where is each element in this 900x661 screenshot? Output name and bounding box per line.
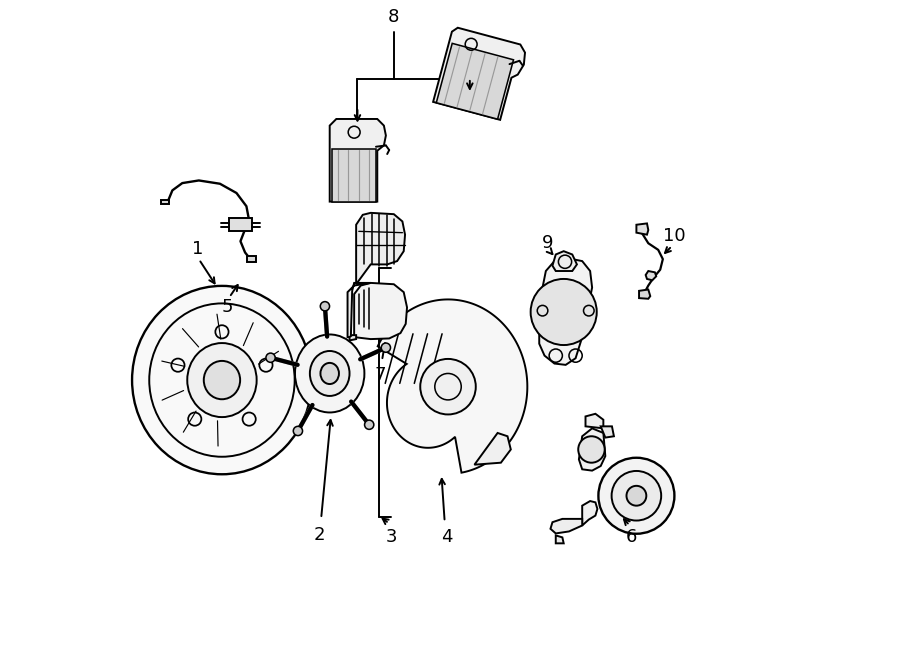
Polygon shape — [579, 428, 606, 471]
Circle shape — [420, 359, 476, 414]
Circle shape — [266, 353, 275, 362]
Polygon shape — [551, 519, 582, 533]
Text: 6: 6 — [626, 527, 637, 546]
Polygon shape — [347, 283, 371, 337]
Text: 5: 5 — [221, 298, 233, 317]
Polygon shape — [248, 256, 256, 262]
Polygon shape — [329, 119, 386, 202]
Circle shape — [320, 301, 329, 311]
Polygon shape — [582, 501, 598, 525]
Text: 1: 1 — [192, 239, 203, 258]
Polygon shape — [378, 299, 527, 473]
Ellipse shape — [612, 471, 662, 521]
Polygon shape — [553, 251, 577, 271]
Circle shape — [293, 426, 302, 436]
Ellipse shape — [598, 457, 674, 534]
Circle shape — [578, 436, 605, 463]
Text: 4: 4 — [441, 527, 453, 546]
Polygon shape — [556, 535, 563, 543]
Ellipse shape — [626, 486, 646, 506]
Text: 8: 8 — [388, 7, 400, 26]
Polygon shape — [436, 44, 514, 119]
Text: 9: 9 — [542, 234, 554, 253]
Ellipse shape — [310, 351, 349, 396]
Ellipse shape — [295, 334, 364, 412]
Polygon shape — [433, 28, 525, 120]
Polygon shape — [586, 414, 603, 428]
Polygon shape — [355, 283, 407, 339]
Polygon shape — [356, 213, 405, 284]
Text: 10: 10 — [663, 227, 686, 245]
Text: 3: 3 — [386, 527, 398, 546]
Ellipse shape — [203, 361, 240, 399]
Ellipse shape — [320, 363, 339, 384]
Ellipse shape — [187, 343, 256, 417]
Polygon shape — [229, 218, 252, 231]
Polygon shape — [600, 426, 614, 438]
Polygon shape — [349, 335, 356, 340]
Circle shape — [364, 420, 373, 430]
Polygon shape — [636, 223, 648, 235]
Polygon shape — [639, 290, 651, 299]
Polygon shape — [332, 149, 376, 202]
Text: 7: 7 — [374, 366, 386, 385]
Circle shape — [382, 343, 391, 352]
Polygon shape — [161, 200, 169, 204]
Text: 2: 2 — [313, 526, 325, 545]
Polygon shape — [645, 271, 656, 280]
Polygon shape — [539, 258, 592, 365]
Ellipse shape — [132, 286, 312, 475]
Polygon shape — [474, 433, 511, 465]
Circle shape — [531, 279, 597, 345]
